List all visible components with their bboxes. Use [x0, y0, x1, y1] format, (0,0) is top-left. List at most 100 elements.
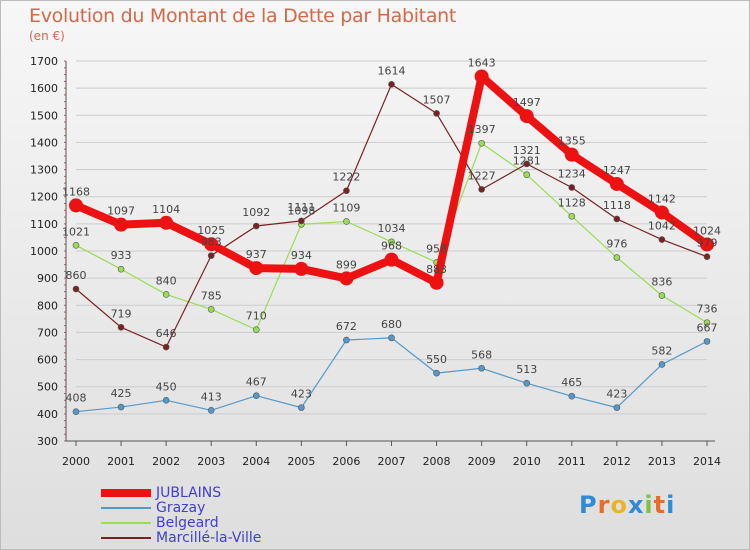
data-label: 1247 [603, 164, 631, 177]
data-label: 1097 [107, 205, 135, 218]
data-point [703, 319, 711, 326]
y-tick-label: 1100 [30, 218, 58, 231]
data-label: 1098 [287, 204, 315, 217]
x-tick-label: 2006 [332, 455, 360, 468]
data-label: 646 [156, 327, 177, 340]
data-label: 983 [201, 236, 222, 249]
data-point [207, 252, 215, 259]
legend-label: Grazay [156, 499, 206, 516]
data-point [162, 343, 170, 351]
data-label: 1222 [332, 171, 360, 184]
data-point [568, 184, 576, 191]
legend: JUBLAINS Grazay Belgeard Marcillé-la-Ville [101, 484, 262, 546]
data-point [613, 254, 621, 261]
data-point [162, 396, 170, 404]
data-label: 1614 [378, 64, 406, 77]
data-point [298, 404, 305, 411]
data-point [252, 326, 260, 334]
data-point [339, 271, 354, 286]
y-tick-label: 500 [37, 381, 58, 394]
data-point [117, 403, 125, 411]
x-tick-label: 2002 [152, 455, 180, 468]
y-tick-label: 600 [37, 354, 58, 367]
data-point [658, 236, 666, 243]
data-label: 1397 [468, 123, 496, 136]
legend-label: Marcillé-la-Ville [156, 529, 262, 546]
data-label: 934 [291, 249, 312, 262]
legend-swatch [101, 488, 151, 497]
data-point [388, 334, 395, 342]
data-point [114, 217, 129, 232]
data-point [478, 186, 485, 193]
data-label: 1234 [558, 167, 586, 180]
data-point [523, 160, 531, 168]
data-label: 1128 [558, 196, 586, 209]
data-label: 550 [426, 353, 447, 366]
data-point [207, 407, 215, 414]
data-point [252, 222, 260, 230]
data-label: 1227 [468, 169, 496, 182]
data-label: 1142 [648, 192, 676, 205]
data-point [159, 215, 174, 230]
data-label: 1042 [648, 220, 676, 233]
data-point [298, 217, 305, 225]
x-tick-label: 2010 [513, 455, 541, 468]
x-tick-label: 2013 [648, 455, 676, 468]
data-label: 1111 [287, 201, 315, 214]
data-point [384, 252, 399, 267]
data-point [117, 265, 125, 273]
data-label: 979 [697, 237, 718, 250]
data-point [658, 361, 666, 368]
data-label: 672 [336, 320, 357, 333]
logo-letter: r [597, 491, 611, 519]
y-tick-label: 400 [37, 408, 58, 421]
data-label: 976 [606, 238, 627, 251]
data-label: 937 [246, 248, 267, 261]
data-label: 1168 [62, 185, 90, 198]
data-label: 736 [697, 303, 718, 316]
chart-title: Evolution du Montant de la Dette par Hab… [29, 5, 457, 27]
y-tick-label: 800 [37, 299, 58, 312]
logo-letter: i [644, 491, 654, 519]
data-point [613, 404, 621, 411]
data-label: 450 [156, 380, 177, 393]
data-label: 1643 [468, 56, 496, 69]
data-label: 465 [561, 376, 582, 389]
data-label: 1024 [693, 224, 721, 237]
data-point [162, 291, 170, 298]
y-tick-label: 1400 [30, 136, 58, 149]
x-tick-label: 2011 [558, 455, 586, 468]
logo-letter: i [666, 491, 676, 519]
data-point [519, 109, 534, 124]
data-point [478, 139, 485, 147]
data-point [478, 364, 485, 372]
x-tick-label: 2009 [468, 455, 496, 468]
x-tick-label: 2008 [423, 455, 451, 468]
data-label: 582 [651, 344, 672, 357]
data-label: 1281 [513, 155, 541, 168]
data-point [343, 187, 350, 195]
data-label: 933 [111, 249, 132, 262]
legend-label: JUBLAINS [156, 484, 222, 501]
data-label: 1092 [242, 206, 270, 219]
x-tick-label: 2004 [242, 455, 270, 468]
logo-letter: P [579, 491, 598, 519]
data-point [658, 292, 666, 299]
data-label: 1355 [558, 135, 586, 148]
data-label: 423 [291, 388, 312, 401]
data-point [343, 336, 350, 344]
x-tick-label: 2012 [603, 455, 631, 468]
y-tick-label: 900 [37, 272, 58, 285]
data-label: 1321 [513, 144, 541, 157]
data-point [703, 253, 711, 260]
data-label: 710 [246, 310, 267, 323]
data-label: 680 [381, 318, 402, 331]
legend-label: Belgeard [156, 514, 219, 531]
data-point [568, 212, 576, 220]
data-label: 1507 [423, 93, 451, 106]
data-label: 413 [201, 390, 222, 403]
y-tick-label: 1000 [30, 245, 58, 258]
data-label: 1109 [332, 201, 360, 214]
data-label: 1025 [197, 224, 225, 237]
data-point [523, 379, 531, 387]
